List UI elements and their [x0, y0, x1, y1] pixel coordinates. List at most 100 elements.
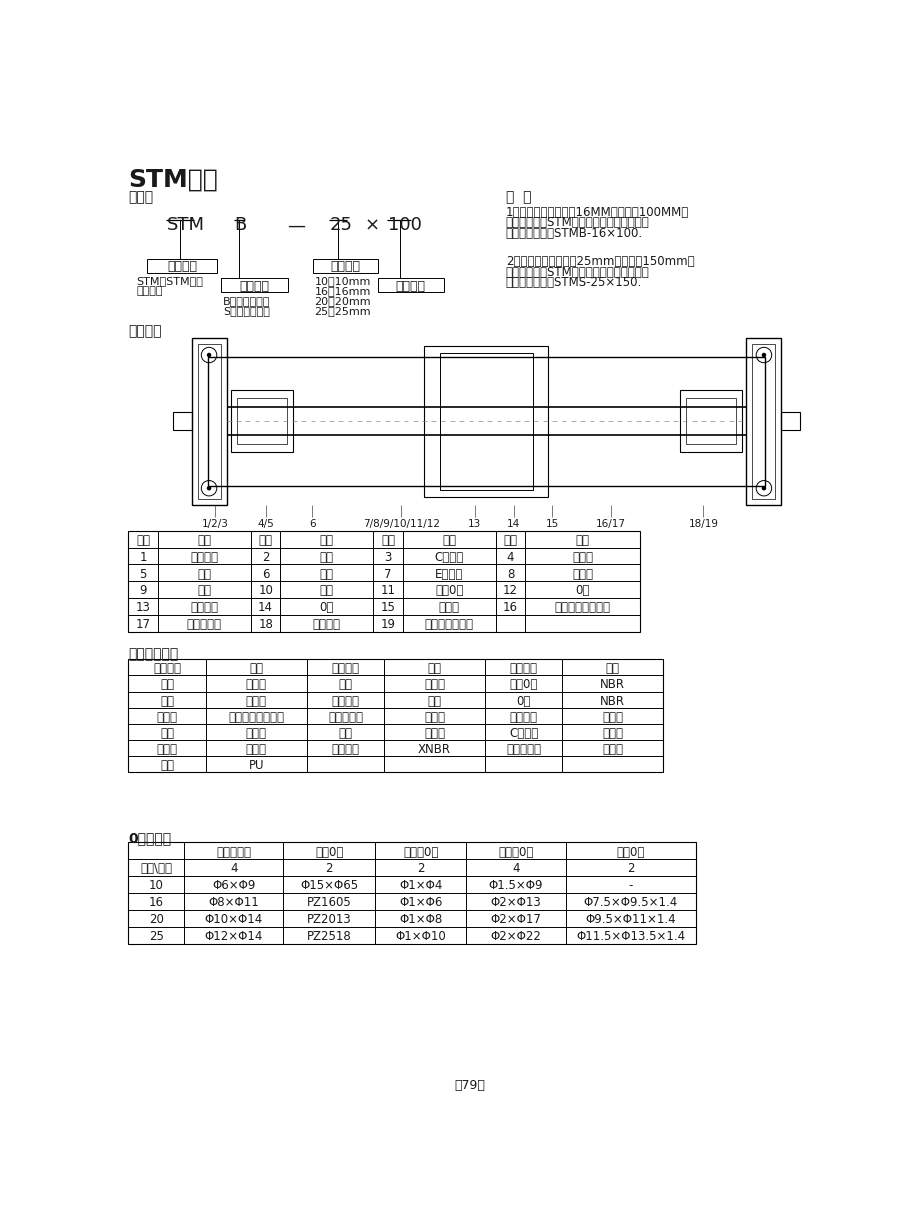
Text: 13: 13 — [468, 519, 482, 530]
Bar — [424, 346, 549, 498]
Text: 16：16mm: 16：16mm — [314, 287, 371, 297]
Text: 弹簧钢: 弹簧钢 — [603, 727, 623, 741]
Text: 内部结构: 内部结构 — [128, 324, 162, 338]
Text: 中碳钢（镀硬铬）: 中碳钢（镀硬铬） — [228, 711, 284, 723]
Text: 磁铁: 磁铁 — [198, 585, 212, 597]
Text: STM: STM — [168, 217, 205, 234]
Bar — [172, 412, 192, 430]
Text: 前盖: 前盖 — [160, 695, 174, 707]
Text: Φ1.5×Φ9: Φ1.5×Φ9 — [489, 879, 543, 893]
Text: 10: 10 — [149, 879, 164, 893]
Text: 15: 15 — [381, 602, 396, 614]
Text: 异型0令: 异型0令 — [509, 678, 538, 691]
Text: 4: 4 — [507, 550, 514, 564]
Text: 零件名称: 零件名称 — [509, 662, 538, 676]
Bar — [378, 278, 444, 292]
Text: —: — — [288, 217, 305, 234]
Text: 序号: 序号 — [136, 533, 150, 547]
Text: 名称: 名称 — [575, 533, 590, 547]
Text: C型扣环: C型扣环 — [435, 550, 463, 564]
Circle shape — [762, 487, 766, 489]
Text: －79－: －79－ — [454, 1079, 485, 1092]
Text: 举  例: 举 例 — [506, 190, 531, 205]
Text: ×: × — [365, 217, 380, 234]
Text: 铝合金: 铝合金 — [245, 678, 267, 691]
Text: 零件名称: 零件名称 — [153, 662, 181, 676]
Text: 刮尘环: 刮尘环 — [572, 550, 593, 564]
Text: 内六角螺丝: 内六角螺丝 — [328, 711, 363, 723]
Text: 螺丝: 螺丝 — [338, 727, 353, 741]
Text: 4: 4 — [230, 862, 237, 875]
Text: 磁铁座: 磁铁座 — [157, 743, 178, 756]
Text: 铝合金: 铝合金 — [245, 727, 267, 741]
Text: 0令一览表: 0令一览表 — [128, 831, 171, 845]
Text: 13: 13 — [136, 602, 150, 614]
Text: Φ9.5×Φ11×1.4: Φ9.5×Φ11×1.4 — [585, 913, 676, 927]
Text: 16: 16 — [148, 896, 164, 910]
Text: 铝合金: 铝合金 — [245, 743, 267, 756]
Text: STM：STM系列: STM：STM系列 — [136, 277, 203, 287]
Text: 名称: 名称 — [320, 533, 333, 547]
Text: Φ8×Φ11: Φ8×Φ11 — [209, 896, 259, 910]
Text: Φ12×Φ14: Φ12×Φ14 — [204, 931, 263, 943]
Text: 6: 6 — [309, 519, 315, 530]
Text: 序号: 序号 — [504, 533, 518, 547]
Text: PZ2013: PZ2013 — [307, 913, 352, 927]
Text: 系列代号: 系列代号 — [167, 260, 197, 273]
Text: 7/8/9/10/11/12: 7/8/9/10/11/12 — [363, 519, 440, 530]
Text: 本体: 本体 — [320, 568, 333, 581]
Text: 名称: 名称 — [442, 533, 456, 547]
Text: 零件名称: 零件名称 — [332, 662, 359, 676]
Text: 本体固定型的STM系列滑台气缸。其正确的: 本体固定型的STM系列滑台气缸。其正确的 — [506, 266, 649, 278]
Text: 订购码代号为：STMS-25×150.: 订购码代号为：STMS-25×150. — [506, 277, 642, 289]
Text: 0令: 0令 — [320, 602, 334, 614]
Text: 活塞杆: 活塞杆 — [157, 711, 178, 723]
Text: 刮环: 刮环 — [160, 759, 174, 772]
Text: 序号: 序号 — [381, 533, 395, 547]
Circle shape — [208, 353, 211, 357]
Text: Φ1×Φ10: Φ1×Φ10 — [395, 931, 446, 943]
Text: 防撞执片: 防撞执片 — [332, 743, 359, 756]
Bar — [681, 390, 742, 452]
Text: 铝合金: 铝合金 — [245, 695, 267, 707]
Text: E型扣环: E型扣环 — [435, 568, 463, 581]
Bar — [747, 338, 781, 505]
Text: NBR: NBR — [600, 695, 626, 707]
Bar — [237, 398, 287, 444]
Text: 磁铁: 磁铁 — [338, 678, 353, 691]
Text: 16: 16 — [503, 602, 518, 614]
Text: 1/2/3: 1/2/3 — [202, 519, 229, 530]
Text: 中碳钢: 中碳钢 — [603, 711, 623, 723]
Text: 订购码: 订购码 — [128, 190, 154, 205]
Text: 活塞杆: 活塞杆 — [439, 602, 460, 614]
Text: 内六角沉窝头螺丝: 内六角沉窝头螺丝 — [554, 602, 611, 614]
Text: XNBR: XNBR — [418, 743, 451, 756]
Text: 19: 19 — [380, 618, 396, 631]
Bar — [128, 660, 663, 772]
Bar — [222, 278, 289, 292]
Text: 2: 2 — [627, 862, 635, 875]
Text: 中碳钢: 中碳钢 — [424, 711, 445, 723]
Bar — [313, 259, 378, 272]
Text: 中碳钢: 中碳钢 — [424, 727, 445, 741]
Text: 前盖: 前盖 — [198, 568, 212, 581]
Text: 前盖密封圈: 前盖密封圈 — [216, 846, 251, 858]
Text: 气缸行程: 气缸行程 — [396, 280, 426, 293]
Text: Φ2×Φ22: Φ2×Φ22 — [490, 931, 541, 943]
Text: -: - — [628, 879, 633, 893]
Text: 活塞: 活塞 — [160, 727, 174, 741]
Text: 1）欲订购气缸内径为16MM，行程为100MM，: 1）欲订购气缸内径为16MM，行程为100MM， — [506, 206, 689, 218]
Text: 螺丝: 螺丝 — [320, 550, 333, 564]
Text: Φ1×Φ8: Φ1×Φ8 — [399, 913, 442, 927]
Text: 滑动衬套: 滑动衬套 — [191, 602, 218, 614]
Text: 粉末: 粉末 — [428, 695, 442, 707]
Text: 异型0令: 异型0令 — [435, 585, 463, 597]
Text: 塞头0令: 塞头0令 — [616, 846, 645, 858]
Text: 100: 100 — [388, 217, 422, 234]
Text: 六角螺帽: 六角螺帽 — [313, 618, 341, 631]
Text: 活塞: 活塞 — [320, 585, 333, 597]
Text: Φ2×Φ17: Φ2×Φ17 — [490, 913, 541, 927]
Text: Φ2×Φ13: Φ2×Φ13 — [491, 896, 541, 910]
Text: 本体固定型的STM系列滑台气缸。其正确的: 本体固定型的STM系列滑台气缸。其正确的 — [506, 217, 649, 229]
Text: 12: 12 — [503, 585, 518, 597]
